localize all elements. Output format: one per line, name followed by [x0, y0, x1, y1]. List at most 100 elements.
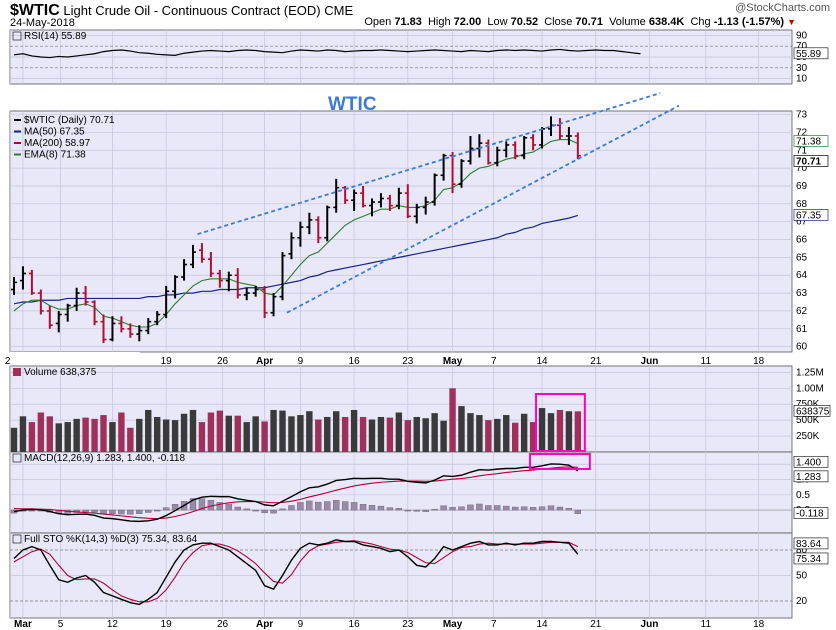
volume-bar: [64, 422, 71, 452]
macd-last-label: 1.400: [796, 457, 821, 468]
price-tick-label: 69: [796, 181, 808, 192]
macd-histogram-bar: [288, 505, 295, 511]
price-last-label: 70.71: [796, 156, 821, 167]
volume-bar: [306, 411, 313, 452]
ohlc-bar: [458, 159, 465, 188]
sto-x-label: 16: [349, 619, 361, 630]
macd-histogram-bar: [512, 506, 519, 511]
ohlc-bar: [467, 135, 474, 165]
down-triangle-icon: ▼: [787, 17, 796, 27]
ohlc-bar: [512, 141, 519, 160]
ohlc-bar: [172, 275, 179, 299]
sto-x-label: May: [443, 619, 463, 630]
volume-bar: [73, 418, 80, 452]
ohlc-bar: [449, 152, 456, 194]
price-tick-label: 67: [796, 217, 808, 228]
volume-bar: [243, 422, 250, 452]
volume-tick-label: 250K: [796, 431, 820, 442]
ohlc-bar: [315, 216, 322, 244]
ohlc-bar: [11, 277, 17, 295]
ohlc-bar: [440, 153, 447, 181]
volume-bar: [171, 420, 179, 452]
sto-x-label: 23: [402, 619, 414, 630]
sto-x-label: 26: [217, 619, 229, 630]
macd-histogram-bar: [467, 504, 474, 511]
macd-histogram-bar: [556, 506, 564, 511]
ohlc-bar: [243, 287, 250, 301]
ohlc-bar: [216, 269, 223, 288]
price-last-box: [793, 155, 829, 167]
volume-bar: [189, 409, 197, 452]
low-value: 70.52: [510, 16, 539, 28]
volume-bar: [485, 420, 492, 452]
sto-last-label: 75.34: [796, 554, 821, 565]
volume-bar: [118, 412, 125, 452]
volume-highlight-box: [535, 393, 586, 452]
volume-bar: [538, 408, 546, 452]
wtic-annotation: WTIC: [328, 94, 377, 115]
macd-histogram-bar: [547, 505, 555, 511]
volume-bar: [216, 410, 224, 452]
ohlc-bar: [395, 187, 402, 210]
macd-histogram-bar: [279, 508, 286, 511]
volume-bar: [341, 416, 349, 452]
volume-bar: [225, 415, 232, 452]
ohlc-bar: [100, 314, 107, 344]
ohlc-bar: [377, 193, 384, 208]
macd-histogram-bar: [225, 503, 233, 511]
price-x-label: 9: [298, 356, 304, 367]
watermark: @StockCharts.com: [735, 2, 830, 14]
chart-title: $WTIC Light Crude Oil - Continuous Contr…: [10, 2, 353, 20]
rsi-line: [13, 48, 641, 59]
ohlc-bar: [181, 259, 188, 281]
exchange: CME: [324, 3, 354, 18]
volume-bar: [431, 413, 438, 452]
macd-histogram-bar: [368, 504, 376, 511]
volume-bar: [261, 421, 268, 452]
volume-bar: [404, 420, 411, 452]
ohlc-bar: [306, 212, 313, 235]
ohlc-bar: [109, 316, 116, 342]
volume-bar: [207, 412, 215, 452]
volume-bar: [10, 427, 18, 452]
volume-bar: [512, 422, 519, 452]
volume-bar: [145, 409, 152, 452]
chg-value: -1.13 (-1.57%): [713, 16, 785, 28]
sto-x-label: 14: [536, 619, 548, 630]
ohlc-bar: [91, 300, 98, 326]
rsi-tick-label: 90: [796, 30, 808, 41]
volume-bar: [127, 427, 134, 452]
ohlc-bar: [422, 196, 429, 215]
ohlc-bar: [386, 194, 393, 211]
macd-histogram-bar: [341, 501, 349, 511]
price-legend-entry: MA(50) 67.35: [24, 127, 85, 138]
ohlc-bar: [324, 205, 331, 242]
macd-histogram-bar: [136, 509, 143, 514]
macd-histogram-bar: [234, 506, 241, 511]
volume-bar: [198, 422, 206, 452]
ohlc-bar: [530, 134, 537, 151]
macd-histogram-bar: [216, 502, 224, 511]
volume-bar: [315, 419, 322, 452]
macd-histogram-bar: [520, 506, 528, 511]
ohlc-bar: [521, 135, 528, 160]
volume-bar: [46, 416, 53, 452]
price-tick-label: 61: [796, 324, 808, 335]
volume-bar: [100, 415, 107, 452]
ohlc-bar: [198, 243, 205, 263]
sto-tick-label: 50: [796, 571, 808, 582]
price-legend-entry: EMA(8) 71.38: [24, 150, 86, 161]
macd-histogram-bar: [565, 508, 573, 511]
sto-title: Full STO %K(14,3) %D(3) 75.34, 83.64: [24, 534, 198, 545]
ohlc-bar: [556, 118, 563, 140]
macd-histogram-bar: [306, 500, 313, 511]
macd-histogram-bar: [377, 505, 385, 511]
ohlc-bar: [494, 146, 501, 167]
volume-bar: [154, 416, 161, 452]
ohlc-bar: [55, 310, 62, 333]
cursor-readout-bg: [10, 352, 140, 364]
volume-value: 638.4K: [648, 16, 685, 28]
price-x-label: 26: [217, 356, 229, 367]
